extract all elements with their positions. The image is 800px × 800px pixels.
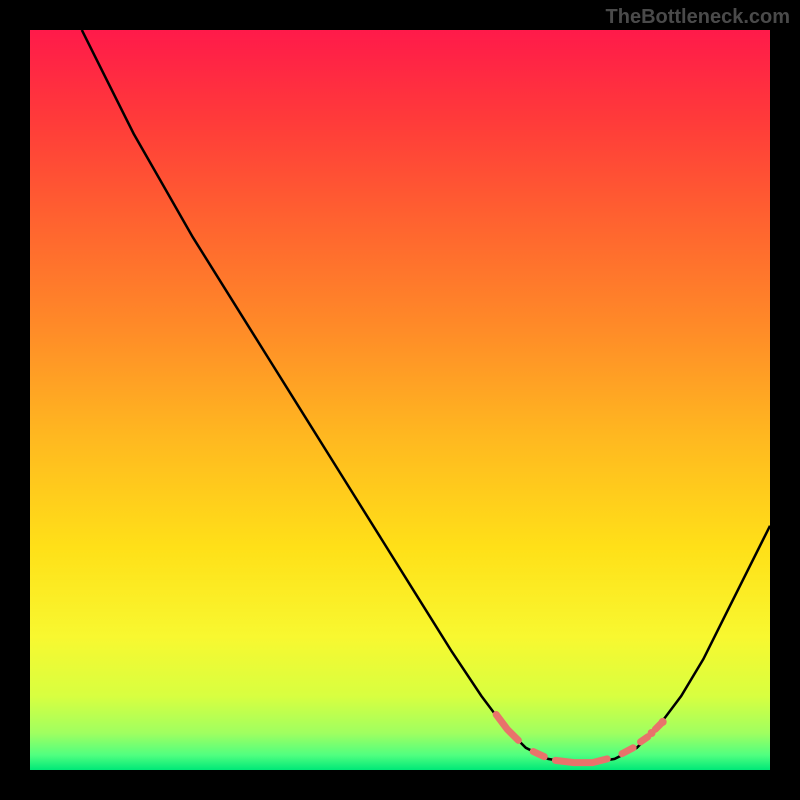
watermark-text: TheBottleneck.com <box>606 6 790 29</box>
plot-area <box>30 30 770 770</box>
curve-layer <box>30 30 770 770</box>
bottleneck-curve <box>82 30 770 763</box>
marker-overlay <box>496 715 667 763</box>
